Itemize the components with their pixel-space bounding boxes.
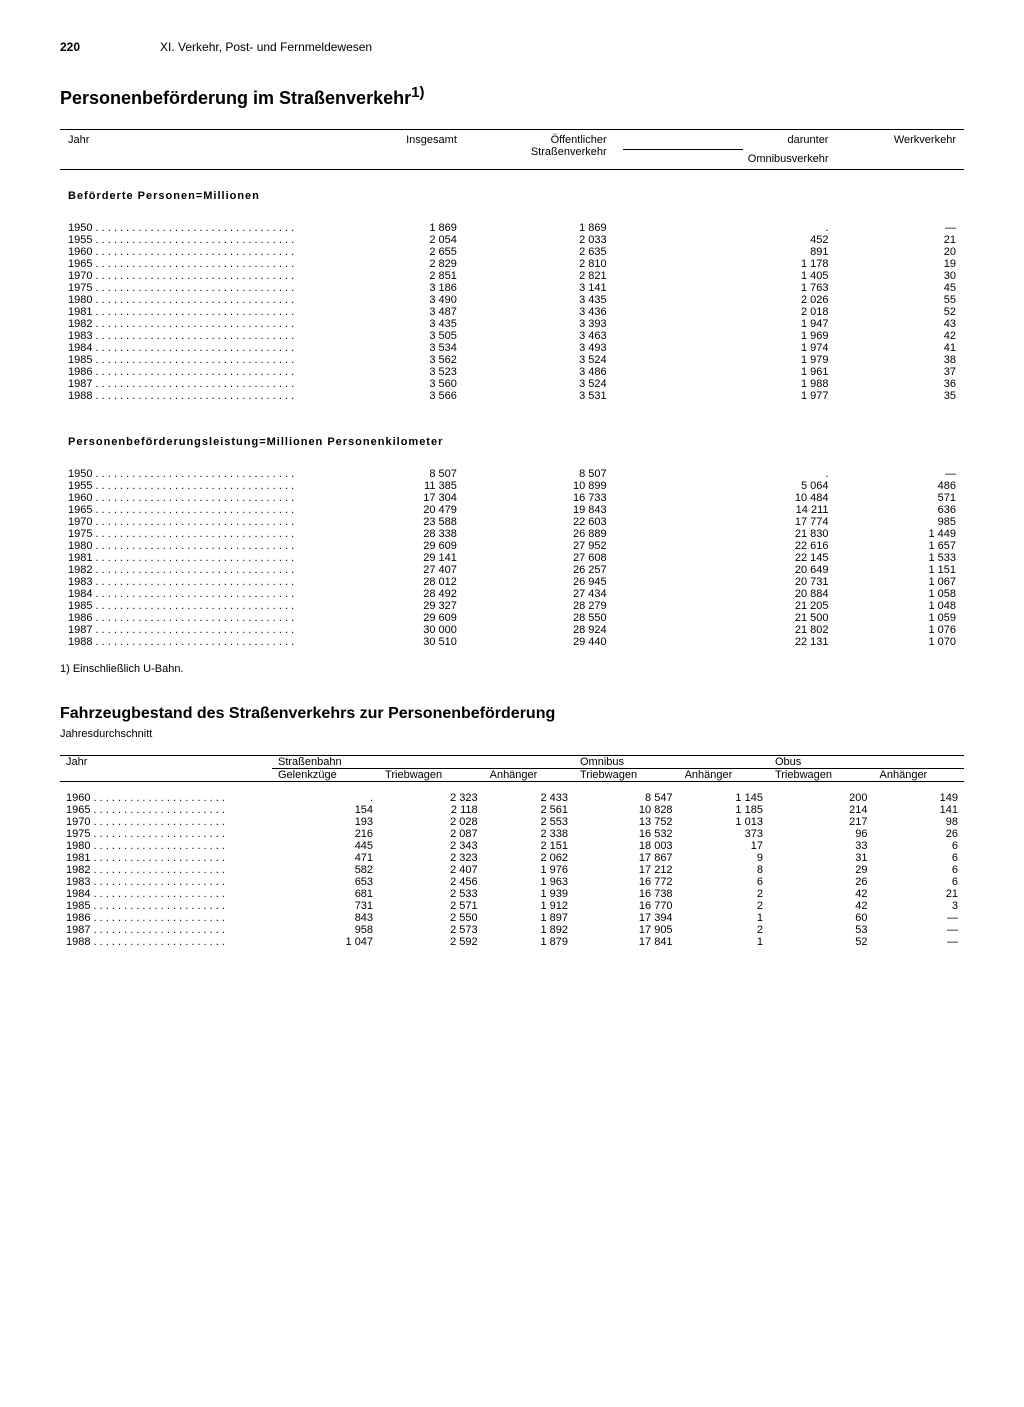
table-row: 1982 . . . . . . . . . . . . . . . . . .…	[60, 564, 964, 576]
table-row: 1987 . . . . . . . . . . . . . . . . . .…	[60, 378, 964, 390]
table-row: 1986 . . . . . . . . . . . . . . . . . .…	[60, 366, 964, 378]
table2-title: Fahrzeugbestand des Straßenverkehrs zur …	[60, 705, 964, 723]
table-row: 1960 . . . . . . . . . . . . . . . . . .…	[60, 492, 964, 504]
footnote-1: 1) Einschließlich U-Bahn.	[60, 663, 964, 675]
table-row: 1985 . . . . . . . . . . . . . . . . . .…	[60, 600, 964, 612]
table-row: 1983 . . . . . . . . . . . . . . . . . .…	[60, 330, 964, 342]
table-row: 1970 . . . . . . . . . . . . . . . . . .…	[60, 270, 964, 282]
table-row: 1982 . . . . . . . . . . . . . . . . . .…	[60, 318, 964, 330]
table-row: 1965 . . . . . . . . . . . . . . . . . .…	[60, 504, 964, 516]
t2-group-omnibus: Omnibus	[574, 756, 769, 769]
t2-col-jahr: Jahr	[60, 756, 272, 782]
table-row: 1984 . . . . . . . . . . . . . . . . . .…	[60, 888, 964, 900]
t2-obus-trieb: Triebwagen	[769, 769, 874, 782]
table-2: Jahr Straßenbahn Omnibus Obus Gelenkzüge…	[60, 755, 964, 948]
table-row: 1981 . . . . . . . . . . . . . . . . . .…	[60, 306, 964, 318]
table-row: 1960 . . . . . . . . . . . . . . . . . .…	[60, 246, 964, 258]
t2-ob-anh: Anhänger	[679, 769, 769, 782]
table-row: 1980 . . . . . . . . . . . . . . . . . .…	[60, 840, 964, 852]
table-row: 1988 . . . . . . . . . . . . . . . . . .…	[60, 390, 964, 402]
table-row: 1985 . . . . . . . . . . . . . . . . . .…	[60, 354, 964, 366]
table-row: 1980 . . . . . . . . . . . . . . . . . .…	[60, 540, 964, 552]
table-row: 1987 . . . . . . . . . . . . . . . . . .…	[60, 924, 964, 936]
table-row: 1985 . . . . . . . . . . . . . . . . . .…	[60, 900, 964, 912]
page-number: 220	[60, 40, 160, 54]
t2-group-strassenbahn: Straßenbahn	[272, 756, 574, 769]
t1-subheading: Beförderte Personen=Millionen	[60, 170, 964, 214]
title1-sup: 1)	[411, 84, 424, 101]
table-row: 1965 . . . . . . . . . . . . . . . . . .…	[60, 258, 964, 270]
table-row: 1980 . . . . . . . . . . . . . . . . . .…	[60, 294, 964, 306]
table-row: 1983 . . . . . . . . . . . . . . . . . .…	[60, 576, 964, 588]
t2-sb-gelenk: Gelenkzüge	[272, 769, 379, 782]
table-row: 1981 . . . . . . . . . . . . . . . . . .…	[60, 552, 964, 564]
table1-title: Personenbeförderung im Straßenverkehr1)	[60, 84, 964, 109]
table-row: 1975 . . . . . . . . . . . . . . . . . .…	[60, 828, 964, 840]
t1-col-darunter: darunter Omnibusverkehr	[615, 130, 837, 170]
table-row: 1955 . . . . . . . . . . . . . . . . . .…	[60, 480, 964, 492]
table2-subtitle: Jahresdurchschnitt	[60, 728, 964, 740]
t2-obus-anh: Anhänger	[874, 769, 964, 782]
t2-group-obus: Obus	[769, 756, 964, 769]
table-row: 1986 . . . . . . . . . . . . . . . . . .…	[60, 912, 964, 924]
table-row: 1984 . . . . . . . . . . . . . . . . . .…	[60, 342, 964, 354]
t1-col-werkverkehr: Werkverkehr	[836, 130, 964, 170]
table-row: 1950 . . . . . . . . . . . . . . . . . .…	[60, 222, 964, 234]
table-row: 1965 . . . . . . . . . . . . . . . . . .…	[60, 804, 964, 816]
t1-col-jahr: Jahr	[60, 130, 356, 170]
t1-col-insgesamt: Insgesamt	[356, 130, 465, 170]
t2-sb-trieb: Triebwagen	[379, 769, 484, 782]
t1-col-oeffentlich: ÖffentlicherStraßenverkehr	[465, 130, 615, 170]
table-row: 1987 . . . . . . . . . . . . . . . . . .…	[60, 624, 964, 636]
table-row: 1970 . . . . . . . . . . . . . . . . . .…	[60, 516, 964, 528]
t2-sb-anh: Anhänger	[484, 769, 574, 782]
table-row: 1986 . . . . . . . . . . . . . . . . . .…	[60, 612, 964, 624]
table-row: 1975 . . . . . . . . . . . . . . . . . .…	[60, 528, 964, 540]
table-row: 1981 . . . . . . . . . . . . . . . . . .…	[60, 852, 964, 864]
t1-subheading: Personenbeförderungsleistung=Millionen P…	[60, 416, 964, 460]
title1-text: Personenbeförderung im Straßenverkehr	[60, 88, 411, 108]
table-row: 1975 . . . . . . . . . . . . . . . . . .…	[60, 282, 964, 294]
table-row: 1960 . . . . . . . . . . . . . . . . . .…	[60, 792, 964, 804]
section-header: XI. Verkehr, Post- und Fernmeldewesen	[160, 40, 372, 54]
table-1: Jahr Insgesamt ÖffentlicherStraßenverkeh…	[60, 129, 964, 648]
t2-ob-trieb: Triebwagen	[574, 769, 679, 782]
table-row: 1970 . . . . . . . . . . . . . . . . . .…	[60, 816, 964, 828]
table-row: 1988 . . . . . . . . . . . . . . . . . .…	[60, 936, 964, 948]
table-row: 1984 . . . . . . . . . . . . . . . . . .…	[60, 588, 964, 600]
table-row: 1950 . . . . . . . . . . . . . . . . . .…	[60, 468, 964, 480]
table-row: 1988 . . . . . . . . . . . . . . . . . .…	[60, 636, 964, 648]
table-row: 1955 . . . . . . . . . . . . . . . . . .…	[60, 234, 964, 246]
table-row: 1983 . . . . . . . . . . . . . . . . . .…	[60, 876, 964, 888]
table-row: 1982 . . . . . . . . . . . . . . . . . .…	[60, 864, 964, 876]
